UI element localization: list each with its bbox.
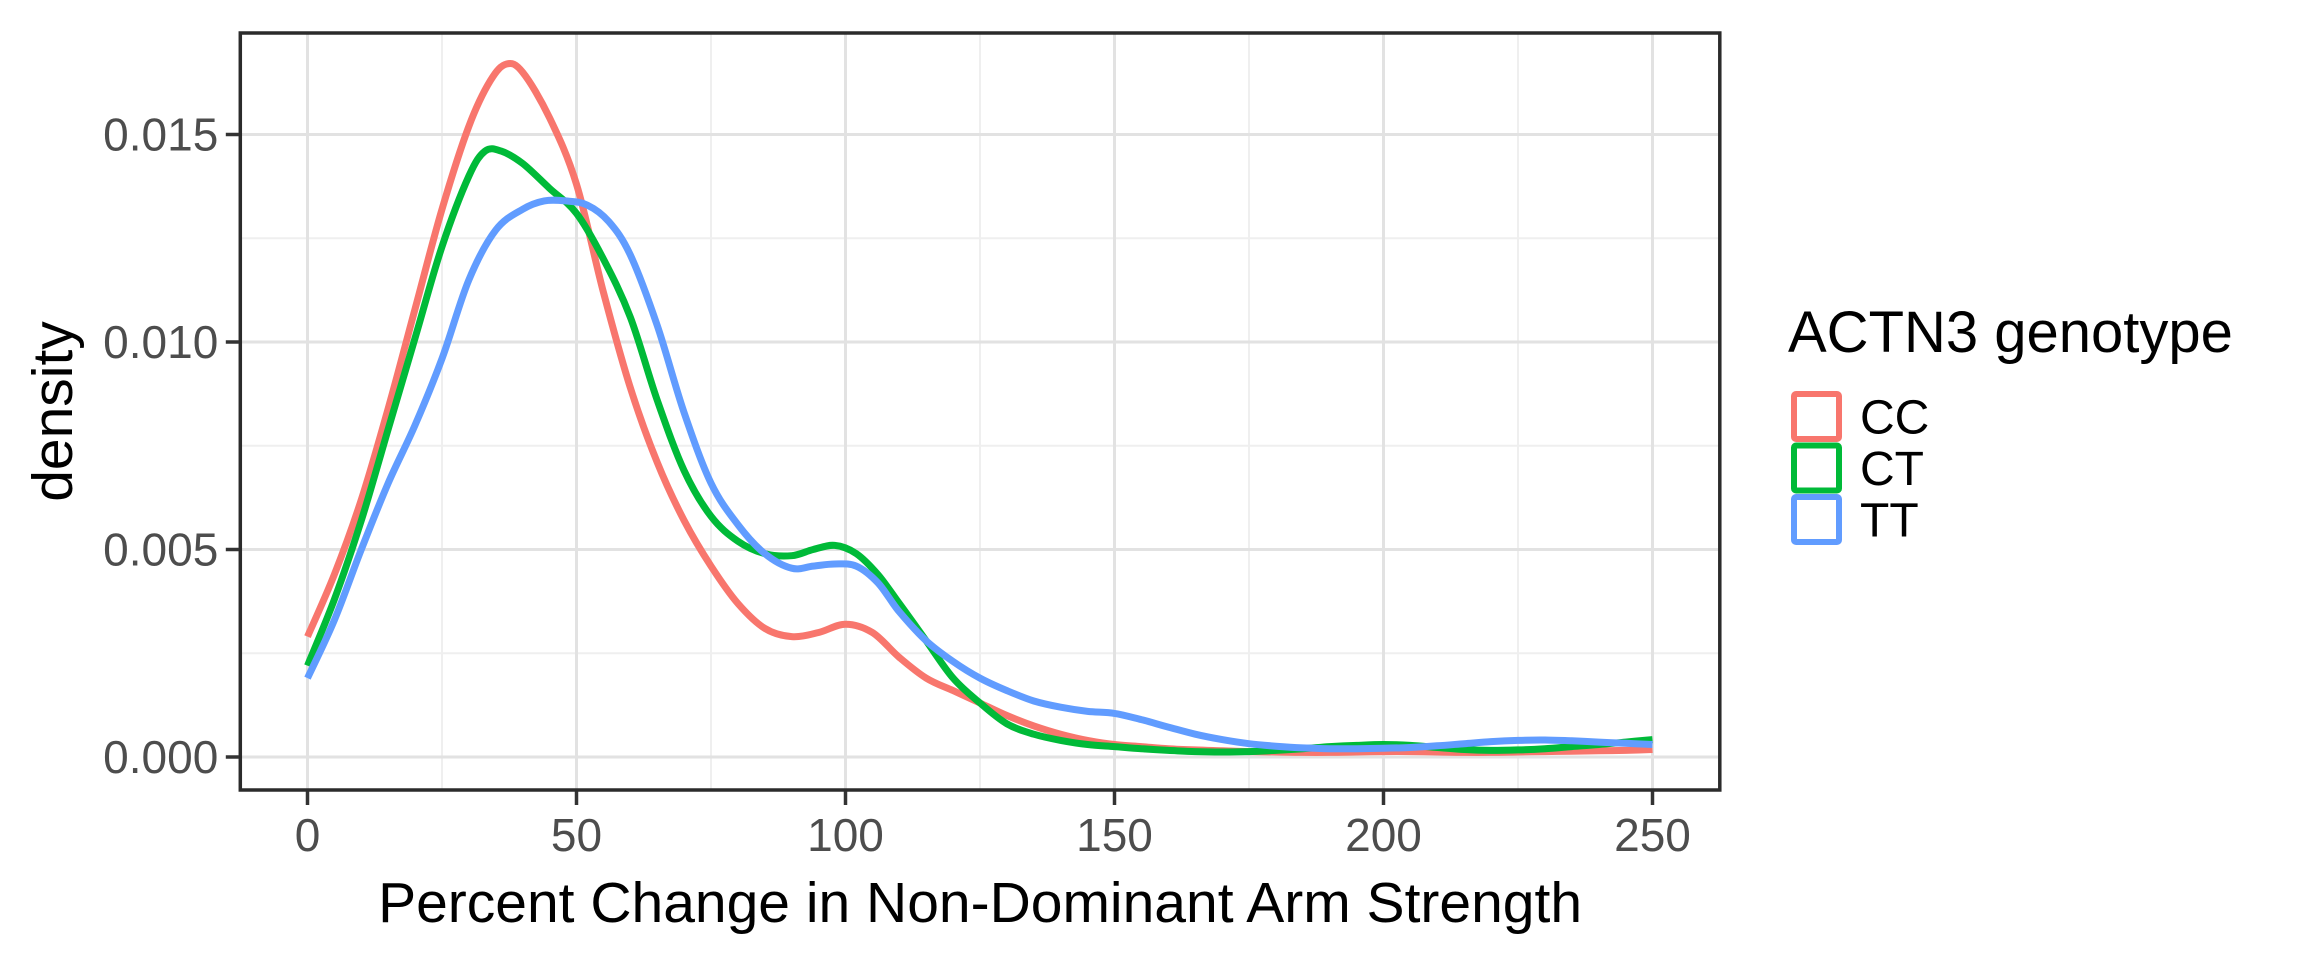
- y-tick-label: 0.000: [103, 731, 218, 783]
- x-tick-label: 200: [1345, 809, 1422, 861]
- x-tick-label: 0: [295, 809, 321, 861]
- panel-border: [238, 31, 1722, 792]
- legend-key-CC: [1791, 391, 1842, 442]
- density-curve-CC: [304, 59, 1653, 756]
- x-tick-label: 250: [1614, 809, 1691, 861]
- y-tick-label: 0.010: [103, 316, 218, 368]
- legend-label-CT: CT: [1860, 443, 1924, 496]
- legend-label-CC: CC: [1860, 392, 1929, 445]
- x-tick-label: 100: [807, 809, 884, 861]
- x-tick-label: 150: [1076, 809, 1153, 861]
- legend-label-TT: TT: [1860, 495, 1919, 548]
- legend-title: ACTN3 genotype: [1788, 300, 2233, 365]
- y-axis-title: density: [21, 321, 85, 502]
- legend-key-TT: [1791, 494, 1842, 545]
- y-tick-label: 0.015: [103, 109, 218, 161]
- x-axis-title: Percent Change in Non-Dominant Arm Stren…: [378, 871, 1582, 935]
- legend-key-CT: [1791, 442, 1842, 494]
- density-curve-TT: [304, 196, 1653, 753]
- y-tick-label: 0.005: [103, 524, 218, 576]
- x-tick-label: 50: [551, 809, 602, 861]
